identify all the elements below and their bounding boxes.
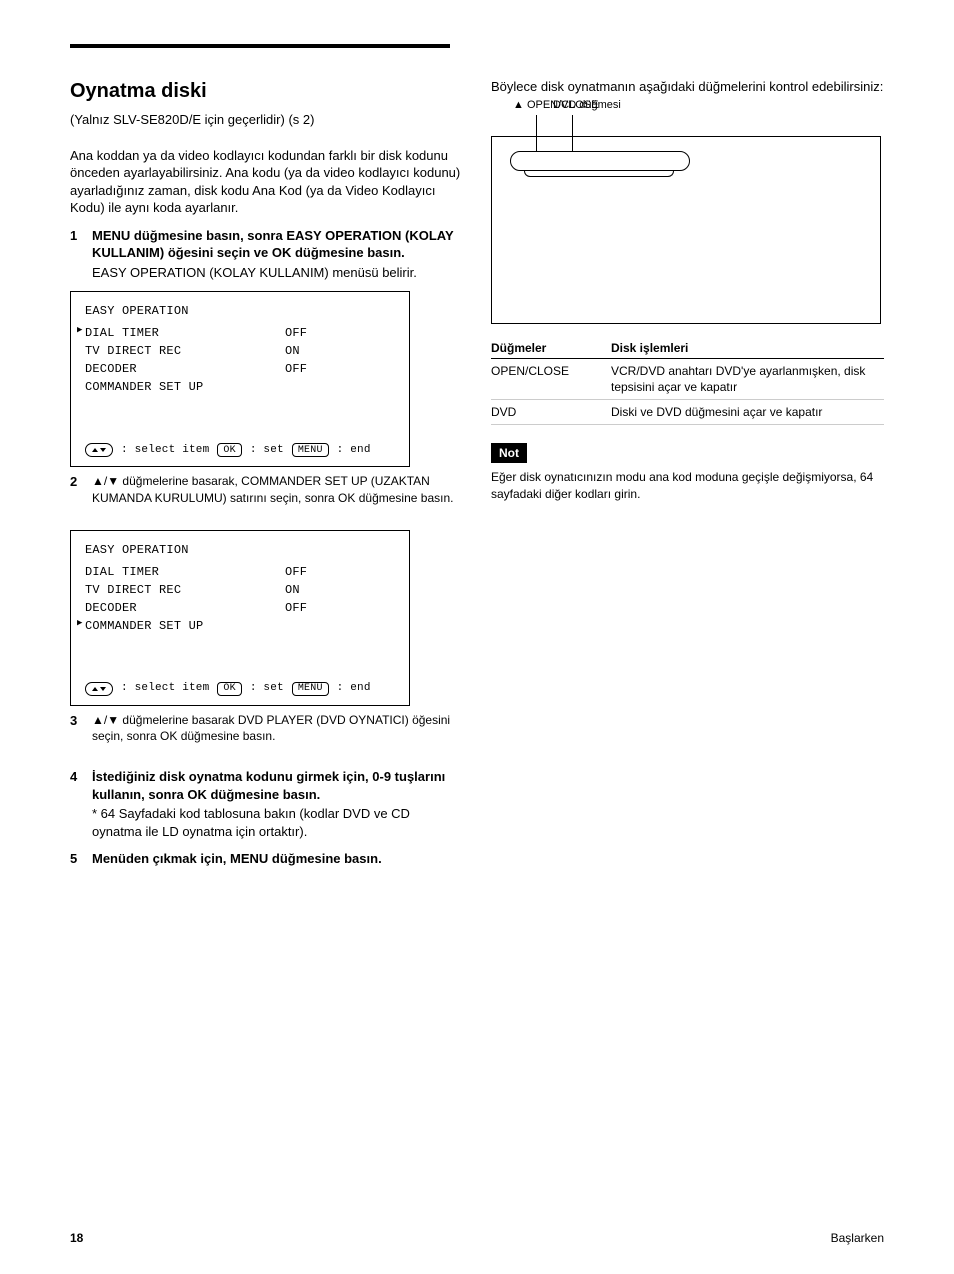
screen2-items: DIAL TIMEROFFTV DIRECT RECONDECODEROFFCO… xyxy=(85,563,395,635)
caption-2: ▲/▼ düğmelerine basarak DVD PLAYER (DVD … xyxy=(92,712,463,744)
screen2-hint-set-label: : set xyxy=(250,680,284,697)
screen1-hint-end-label: : end xyxy=(337,442,371,459)
leader-line-1 xyxy=(536,115,537,151)
screen2-hint-select: : select item xyxy=(121,680,209,697)
screen1-hints: : select item OK : set MENU : end xyxy=(85,442,395,459)
menu-icon: MENU xyxy=(292,682,329,696)
section-title: Oynatma diski xyxy=(70,78,463,105)
step-4-sub: * 64 Sayfadaki kod tablosuna bakın (kodl… xyxy=(92,805,463,840)
step-5: 5 Menüden çıkmak için, MENU düğmesine ba… xyxy=(70,850,463,868)
screen2-hints: : select item OK : set MENU : end xyxy=(85,680,395,697)
table-head-op: Disk işlemleri xyxy=(611,340,884,356)
screen1-items: DIAL TIMEROFFTV DIRECT RECONDECODEROFFCO… xyxy=(85,324,395,396)
note-body: Eğer disk oynatıcınızın modu ana kod mod… xyxy=(491,469,884,501)
screen-item: DECODEROFF xyxy=(85,360,395,378)
tray-under xyxy=(524,171,674,177)
screen1-title: EASY OPERATION xyxy=(85,302,395,320)
updown-icon xyxy=(85,682,113,696)
intro-paragraph: Ana koddan ya da video kodlayıcı kodunda… xyxy=(70,147,463,217)
step-5-main: Menüden çıkmak için, MENU düğmesine bası… xyxy=(92,850,463,868)
screen1-hint-select: : select item xyxy=(121,442,209,459)
screen-item: TV DIRECT RECON xyxy=(85,342,395,360)
step-1-main: MENU düğmesine basın, sonra EASY OPERATI… xyxy=(92,227,463,262)
step-4-main: İstediğiniz disk oynatma kodunu girmek i… xyxy=(92,768,463,803)
screen2-hint-end-label: : end xyxy=(337,680,371,697)
leader-line-2 xyxy=(572,115,573,151)
step-number: 4 xyxy=(70,768,84,840)
screen2-title: EASY OPERATION xyxy=(85,541,395,559)
step-4: 4 İstediğiniz disk oynatma kodunu girmek… xyxy=(70,768,463,840)
ok-icon: OK xyxy=(217,682,241,696)
right-intro: Böylece disk oynatmanın aşağıdaki düğmel… xyxy=(491,78,884,96)
step-number: 5 xyxy=(70,850,84,868)
lead-label-dvd: DVD düğmesi xyxy=(553,98,621,113)
tray-bar xyxy=(510,151,690,171)
step-number: 2 xyxy=(70,473,84,519)
screen-item: TV DIRECT RECON xyxy=(85,581,395,599)
button-table: Düğmeler Disk işlemleri OPEN/CLOSEVCR/DV… xyxy=(491,338,884,426)
section-page-ref: (Yalnız SLV-SE820D/E için geçerlidir) (s… xyxy=(70,111,463,129)
table-row: OPEN/CLOSEVCR/DVD anahtarı DVD'ye ayarla… xyxy=(491,359,884,400)
caption-1: ▲/▼ düğmelerine basarak, COMMANDER SET U… xyxy=(92,473,463,505)
updown-icon xyxy=(85,443,113,457)
step-3: 3 ▲/▼ düğmelerine basarak DVD PLAYER (DV… xyxy=(70,712,463,758)
left-column: Oynatma diski (Yalnız SLV-SE820D/E için … xyxy=(70,78,463,878)
screen1-hint-set-label: : set xyxy=(250,442,284,459)
page-footer: 18 Başlarken xyxy=(70,1230,884,1246)
table-row: DVDDiski ve DVD düğmesini açar ve kapatı… xyxy=(491,400,884,425)
note-heading: Not xyxy=(491,443,527,463)
menu-screen-2: EASY OPERATION DIAL TIMEROFFTV DIRECT RE… xyxy=(70,530,410,706)
step-1-after: EASY OPERATION (KOLAY KULLANIM) menüsü b… xyxy=(92,264,463,282)
menu-icon: MENU xyxy=(292,443,329,457)
screen-item: COMMANDER SET UP xyxy=(85,617,395,635)
table-head-index: Düğmeler xyxy=(491,340,611,356)
screen-item: DECODEROFF xyxy=(85,599,395,617)
screen-item: COMMANDER SET UP xyxy=(85,378,395,396)
page-number: 18 xyxy=(70,1230,83,1246)
step-number: 3 xyxy=(70,712,84,758)
screen-item: DIAL TIMEROFF xyxy=(85,324,395,342)
menu-screen-1: EASY OPERATION DIAL TIMEROFFTV DIRECT RE… xyxy=(70,291,410,467)
step-2: 2 ▲/▼ düğmelerine basarak, COMMANDER SET… xyxy=(70,473,463,519)
screen-item: DIAL TIMEROFF xyxy=(85,563,395,581)
right-column: Böylece disk oynatmanın aşağıdaki düğmel… xyxy=(491,78,884,878)
step-1: 1 MENU düğmesine basın, sonra EASY OPERA… xyxy=(70,227,463,282)
device-figure xyxy=(491,136,881,324)
section-rule xyxy=(70,44,450,48)
page-label: Başlarken xyxy=(831,1230,884,1246)
ok-icon: OK xyxy=(217,443,241,457)
step-number: 1 xyxy=(70,227,84,282)
